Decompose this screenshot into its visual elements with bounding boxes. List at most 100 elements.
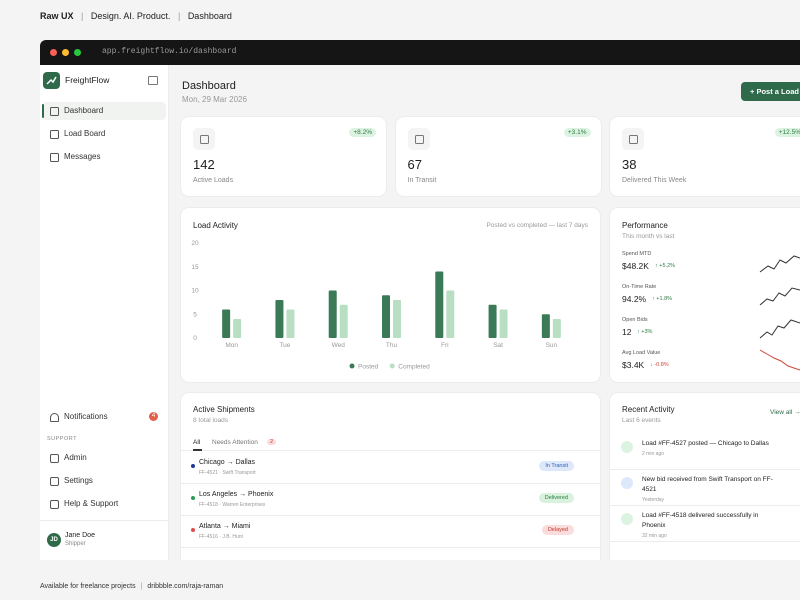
status-pill: In Transit: [539, 461, 574, 471]
bar: [435, 271, 444, 338]
x-tick-label: Sat: [493, 342, 503, 349]
load-meta: FF-4518 · Warren Enterprises: [199, 502, 266, 508]
tab-underline: [193, 449, 202, 451]
nav-label: Help & Support: [64, 499, 119, 508]
chart-title: Load Activity: [193, 221, 238, 230]
performance-card: Performance This month vs last Spend MTD $4…: [610, 208, 800, 382]
app-name: FreightFlow: [65, 75, 110, 85]
chart-subtitle: Posted vs completed — last 7 days: [486, 222, 588, 229]
shipment-row[interactable]: Los Angeles → Phoenix FF-4518 · Warren En…: [181, 483, 600, 516]
nav-item[interactable]: Settings: [42, 472, 166, 490]
activity-time: Yesterday: [642, 497, 665, 503]
divider: |: [81, 11, 84, 21]
tab-count: 2: [267, 439, 277, 445]
nav-item[interactable]: Load Board: [42, 125, 166, 143]
status-dot: [191, 528, 195, 532]
divider: [181, 450, 600, 451]
sparkline: [759, 319, 800, 339]
metric-change: ↓ -0.8%: [650, 362, 669, 368]
collapse-button[interactable]: [148, 76, 158, 85]
chart: 0 5 10 15 20 Mon Tue Wed Thu Fri Sat Sun Posted Compl…: [191, 240, 561, 371]
metric-change: ↑ +3%: [637, 329, 653, 335]
stat-change: +8.2%: [349, 128, 376, 137]
bar: [275, 300, 284, 338]
load-meta: FF-4521 · Swift Transport: [199, 470, 256, 476]
metric-value: $3.4K: [622, 360, 645, 370]
page-label: Dashboard: [187, 11, 232, 21]
shipment-row[interactable]: Atlanta → Miami FF-4516 · J.B. Hunt Delaye…: [181, 515, 600, 548]
route: Atlanta → Miami: [199, 523, 251, 530]
min-dot[interactable]: [62, 49, 69, 56]
status-pill: Delivered: [538, 493, 574, 503]
metric-value: 12: [622, 327, 632, 337]
shipment-row[interactable]: Chicago → Dallas FF-4521 · Swift Transpor…: [181, 451, 600, 484]
activity-time: 32 min ago: [642, 533, 667, 539]
bar: [222, 309, 231, 338]
nav-item[interactable]: Dashboard: [42, 102, 166, 120]
nav-label: Messages: [64, 152, 101, 161]
sparkline: [759, 255, 800, 273]
avatar[interactable]: JD: [47, 533, 61, 547]
title-bar: app.freightflow.io/dashboard: [40, 40, 800, 65]
stat-value: 38: [622, 157, 637, 172]
logo-icon: [46, 76, 57, 85]
sparklines: [759, 255, 800, 371]
stat-icon-glyph: [414, 135, 424, 144]
x-tick-label: Tue: [279, 342, 290, 349]
bar: [488, 304, 497, 338]
nav-label: Dashboard: [64, 106, 104, 115]
stat-card: +12.5% 38 Delivered This Week: [610, 117, 800, 196]
metric-change: ↑ +1.8%: [652, 296, 673, 302]
stat-change: +3.1%: [563, 128, 591, 137]
bar: [382, 295, 390, 338]
nav-label: Settings: [64, 476, 93, 485]
route: Chicago → Dallas: [199, 459, 256, 466]
chart-card: Load Activity Posted vs completed — last …: [181, 208, 600, 382]
legend-label: Completed: [398, 364, 430, 371]
activity-item: Load #FF-4518 delivered successfully in …: [610, 505, 800, 542]
nav-icon: [50, 130, 59, 139]
tab[interactable]: All: [193, 439, 201, 446]
footer: Available for freelance projects | dribb…: [40, 583, 223, 590]
max-dot[interactable]: [74, 49, 81, 56]
bar: [541, 314, 550, 338]
logo: [43, 72, 60, 89]
bar: [499, 309, 508, 338]
route: Los Angeles → Phoenix: [199, 491, 274, 498]
card-title: Performance: [622, 221, 668, 230]
nav-item[interactable]: Notifications 4: [42, 408, 166, 426]
stat-icon-glyph: [629, 135, 638, 144]
post-load-button[interactable]: + Post a Load: [741, 82, 800, 101]
nav-item[interactable]: Messages: [42, 148, 166, 166]
legend-swatch: [349, 363, 355, 369]
tab[interactable]: Needs Attention: [212, 439, 258, 446]
card-title: Recent Activity: [622, 405, 675, 414]
activity-icon: [621, 513, 633, 525]
activity-time: 2 min ago: [642, 451, 664, 457]
sparkline: [759, 349, 800, 371]
footer-link[interactable]: dribbble.com/raja-raman: [147, 583, 224, 590]
status-pill: Delayed: [541, 525, 574, 535]
card-title: Active Shipments: [193, 405, 255, 414]
x-tick-label: Thu: [386, 342, 398, 349]
activity-text: Load #FF-4518 delivered successfully in …: [642, 512, 759, 529]
metric-label: Spend MTD: [622, 251, 652, 257]
card-subtitle: This month vs last: [622, 233, 675, 240]
shipments-card: Active Shipments 8 total loads All Needs At…: [181, 393, 600, 560]
y-tick-label: 5: [193, 311, 197, 318]
bar: [328, 290, 337, 338]
y-tick-label: 20: [191, 240, 199, 247]
nav-item[interactable]: Help & Support: [42, 495, 166, 513]
close-dot[interactable]: [50, 49, 57, 56]
bar: [552, 319, 561, 338]
legend-swatch: [389, 363, 395, 369]
x-tick-label: Sun: [546, 342, 558, 349]
nav-item[interactable]: Admin: [42, 449, 166, 467]
stat-icon-glyph: [200, 135, 209, 144]
stat-icon: [622, 128, 644, 150]
stat-change: +12.5%: [774, 128, 800, 137]
view-all-link[interactable]: View all →: [770, 409, 800, 416]
stat-value: 142: [193, 157, 215, 172]
page-title: Dashboard: [182, 80, 236, 92]
